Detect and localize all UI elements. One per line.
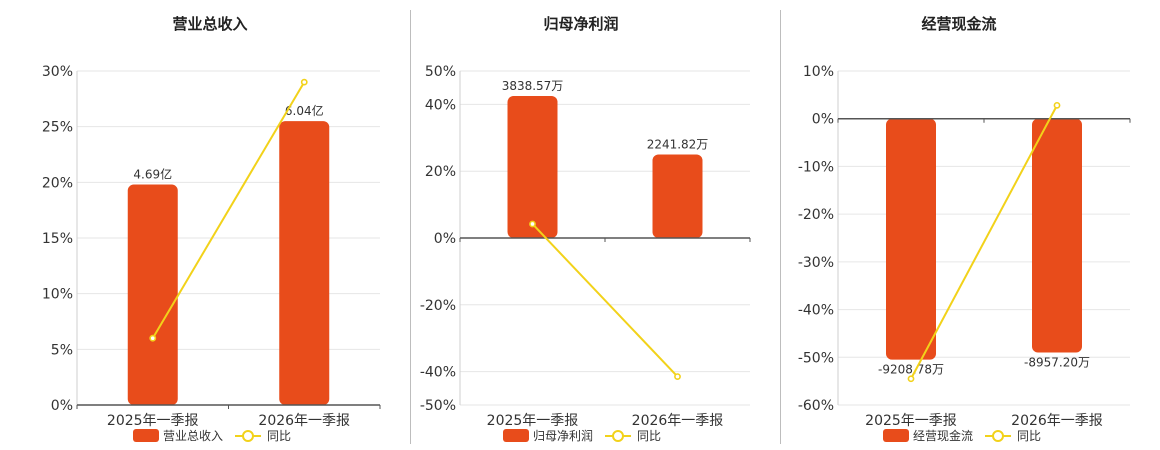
x-category-label: 2025年一季报	[487, 413, 579, 429]
y-tick-label: -40%	[798, 303, 834, 319]
legend-line-marker	[242, 430, 254, 442]
chart-title: 归母净利润	[543, 15, 618, 33]
panel-separator	[410, 10, 411, 444]
y-tick-label: -50%	[420, 398, 456, 414]
bar	[279, 121, 330, 405]
legend-bar-label: 归母净利润	[533, 429, 593, 443]
y-tick-label: 0%	[434, 231, 456, 247]
yoy-point	[300, 78, 308, 86]
x-category-label: 2026年一季报	[1011, 413, 1103, 429]
bar-data-label: 4.69亿	[133, 167, 172, 182]
panel-separator	[780, 10, 781, 444]
yoy-point	[1053, 101, 1061, 109]
legend-bar-swatch	[883, 429, 909, 442]
y-tick-label: 40%	[425, 97, 456, 113]
y-tick-label: -40%	[420, 365, 456, 381]
yoy-point	[674, 373, 681, 381]
y-tick-label: 50%	[425, 64, 456, 80]
yoy-point	[149, 334, 157, 342]
y-tick-label: 30%	[42, 64, 73, 80]
x-category-label: 2026年一季报	[258, 413, 350, 429]
x-category-label: 2025年一季报	[107, 413, 199, 429]
legend-line-label: 同比	[267, 429, 291, 443]
chart-title: 营业总收入	[172, 15, 247, 33]
y-tick-label: -20%	[420, 298, 456, 314]
bar	[886, 118, 936, 360]
yoy-line	[910, 104, 1058, 380]
legend-bar-swatch	[503, 429, 529, 442]
yoy-point	[529, 220, 536, 228]
y-tick-label: 10%	[803, 64, 834, 80]
y-tick-label: -30%	[798, 255, 834, 271]
bar	[652, 154, 703, 238]
legend-bar-swatch	[133, 429, 159, 442]
y-tick-label: -20%	[798, 207, 834, 223]
yoy-point	[907, 375, 915, 383]
bar-data-label: 2241.82万	[647, 138, 709, 152]
y-tick-label: 20%	[42, 175, 73, 191]
y-tick-label: 20%	[425, 164, 456, 180]
bar	[127, 184, 178, 405]
yoy-line	[151, 81, 306, 339]
chart-title: 经营现金流	[921, 15, 996, 33]
y-tick-label: -50%	[798, 350, 834, 366]
yoy-line	[531, 223, 679, 378]
x-category-label: 2025年一季报	[865, 413, 957, 429]
legend-line-label: 同比	[637, 429, 661, 443]
y-tick-label: 0%	[51, 398, 73, 414]
y-tick-label: 5%	[51, 342, 73, 358]
legend-line-marker	[612, 430, 624, 442]
y-tick-label: 25%	[42, 120, 73, 136]
y-tick-label: 0%	[812, 112, 834, 128]
bar	[507, 96, 558, 238]
y-tick-label: 15%	[42, 231, 73, 247]
x-category-label: 2026年一季报	[632, 413, 724, 429]
bar-data-label: -8957.20万	[1024, 356, 1090, 370]
bar-data-label: 6.04亿	[285, 103, 324, 118]
bar	[1032, 118, 1082, 353]
bar-data-label: 3838.57万	[502, 79, 564, 93]
legend-bar-label: 经营现金流	[913, 428, 973, 443]
y-tick-label: 10%	[42, 287, 73, 303]
legend-line-marker	[992, 430, 1004, 442]
bar-data-label: -9208.78万	[878, 363, 944, 377]
legend-bar-label: 营业总收入	[163, 429, 223, 443]
y-tick-label: -10%	[798, 159, 834, 175]
y-tick-label: -60%	[798, 398, 834, 414]
legend-line-label: 同比	[1017, 429, 1041, 443]
